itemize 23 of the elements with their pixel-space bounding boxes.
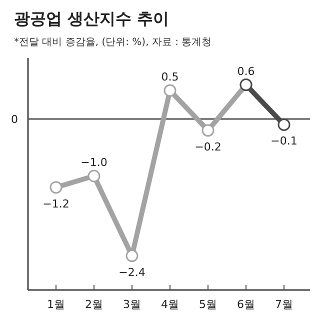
x-tick-label: 2월 <box>85 298 103 311</box>
chart-subtitle: *전달 대비 증감율, (단위: %), 자료 : 통계청 <box>14 37 212 48</box>
point <box>50 181 62 194</box>
chart-title: 광공업 생산지수 추이 <box>14 9 170 28</box>
data-label: −0.1 <box>270 134 298 148</box>
data-label: 0.6 <box>237 64 255 78</box>
data-label: −1.2 <box>42 197 70 210</box>
data-label: −2.4 <box>118 266 146 279</box>
x-tick-label: 3월 <box>123 298 141 311</box>
x-tick-label: 6월 <box>237 298 255 311</box>
point <box>88 170 100 182</box>
point <box>202 124 214 137</box>
data-label: −0.2 <box>194 140 222 154</box>
x-tick-label: 1월 <box>47 298 65 311</box>
data-label: −1.0 <box>80 156 108 169</box>
x-tick-label: 7월 <box>275 298 293 311</box>
point <box>164 84 176 97</box>
ref-line-label: 0 <box>11 112 18 126</box>
x-tick-label: 4월 <box>161 298 179 311</box>
data-label: 0.5 <box>161 70 179 84</box>
x-tick-label: 5월 <box>199 298 217 311</box>
point <box>278 118 290 131</box>
point <box>126 250 138 262</box>
